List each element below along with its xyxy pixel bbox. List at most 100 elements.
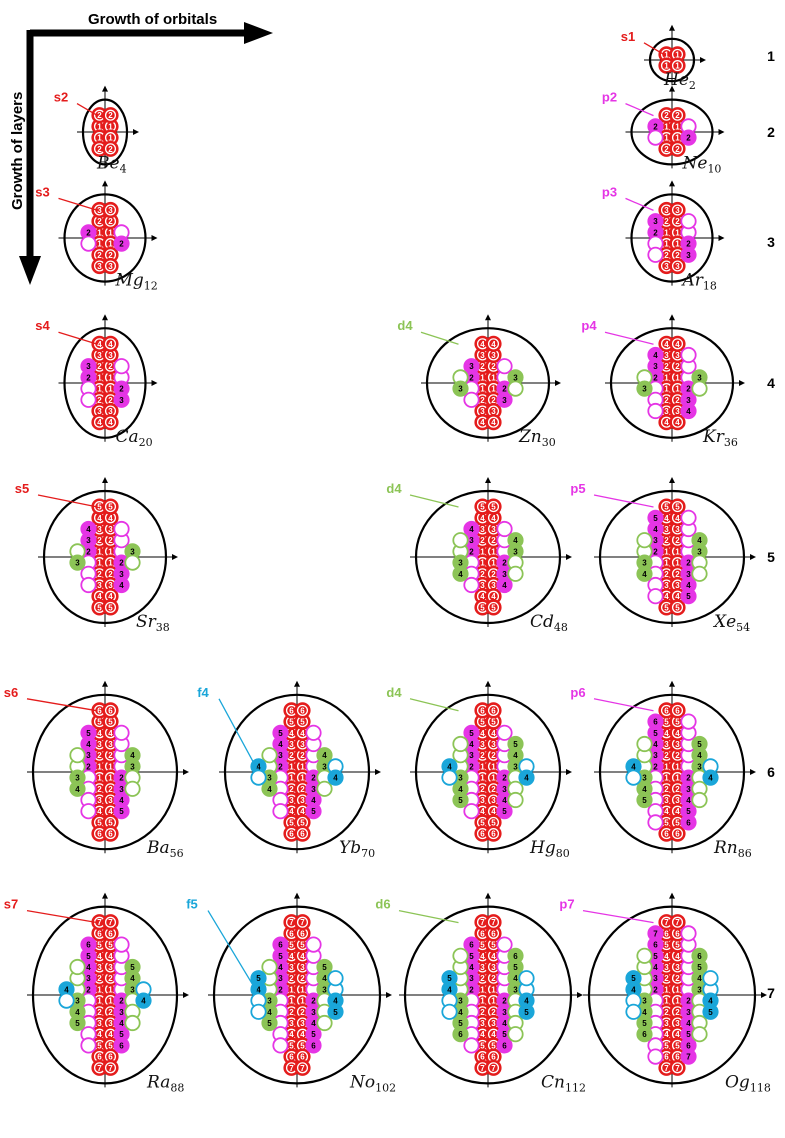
orbital-number: 6 [502,1041,507,1050]
orbital-number: 3 [108,581,113,590]
orbital-number: 2 [675,974,680,983]
orbital-number: 4 [686,796,691,805]
orbital-number: 6 [664,929,669,938]
orbital-number: 4 [458,570,463,579]
orbital-d [452,532,469,549]
orbital-d [452,947,469,964]
orbital-number: 6 [491,830,496,839]
orbital-number: 5 [289,718,294,727]
orbital-p [647,925,664,942]
orbital-number: 3 [664,963,669,972]
label-leader [409,698,459,712]
orbital-ring [104,916,117,928]
orbital-number: 1 [675,62,680,71]
orbital-ring [487,1062,500,1074]
orbital-p [680,402,697,420]
element-symbol: Ra88 [146,1072,184,1094]
orbital-number: 4 [664,729,669,738]
orbital-number: 3 [97,740,102,749]
element-symbol-text: Yb [339,838,361,858]
orbital-number: 5 [675,503,680,512]
orbital-p [680,246,697,263]
element-symbol-text: Be [96,153,120,173]
element-symbol: Ar18 [681,271,717,293]
orbital-number: 2 [686,240,691,249]
orbital-label: f5 [186,897,198,912]
element-number: 118 [750,1081,771,1094]
orbital-number: 7 [653,929,658,938]
orbital-number: 5 [97,503,102,512]
orbital-number: 3 [653,751,658,760]
orbital-number: 1 [289,985,294,994]
orbital-ring [671,338,684,350]
orbital-number: 4 [480,807,485,816]
orbital-number: 4 [513,974,518,983]
orbital-number: 4 [697,974,702,983]
orbital-number: 6 [675,1053,680,1062]
orbital-number: 2 [108,396,113,405]
horizontal-axis-head [700,57,706,63]
orbital-number: 3 [108,1019,113,1028]
orbital-number: 1 [664,385,669,394]
orbital-d [124,780,141,797]
orbital-number: 3 [697,547,702,556]
orbital-number: 4 [664,418,669,427]
orbital-number: 3 [697,762,702,771]
orbital-number: 2 [675,251,680,260]
orbital-number: 4 [322,751,327,760]
orbital-number: 2 [289,974,294,983]
orbital-number: 4 [491,340,496,349]
orbital-number: 2 [675,751,680,760]
element-symbol: Cd48 [530,612,568,634]
orbital-number: 4 [502,1019,507,1028]
orbital-number: 4 [653,525,658,534]
orbital-number: 2 [491,974,496,983]
orbital-number: 2 [469,762,474,771]
orbital-f [250,1003,267,1020]
orbital-p [80,235,97,252]
orbital-d [261,747,278,764]
orbital-number: 2 [108,974,113,983]
orbital-p [647,402,664,420]
orbital-number: 2 [97,751,102,760]
orbital-number: 5 [697,963,702,972]
orbital-number: 4 [491,952,496,961]
orbital-number: 4 [130,751,135,760]
element-symbol: Zn30 [518,427,556,449]
orbital-number: 4 [675,514,680,523]
orbital-f [441,1003,458,1020]
orbital-number: 2 [675,570,680,579]
orbital-number: 4 [119,1019,124,1028]
orbital-label: s4 [35,318,50,333]
orbital-number: 1 [664,774,669,783]
orbital-number: 1 [97,997,102,1006]
orbital-number: 6 [675,706,680,715]
element-symbol-text: Cn [541,1072,565,1092]
vertical-axis-head [669,314,675,321]
orbital-d [261,780,278,797]
orbital-number: 3 [480,1019,485,1028]
orbital-p [80,520,97,538]
orbital-number: 3 [108,963,113,972]
orbital-number: 1 [675,762,680,771]
orbital-number: 1 [108,240,113,249]
orbital-f [702,769,719,786]
orbital-number: 3 [491,525,496,534]
orbital-p [113,724,130,741]
orbital-number: 4 [119,581,124,590]
element-number: 48 [554,621,568,634]
orbital-number: 4 [513,536,518,545]
orbital-number: 4 [675,807,680,816]
orbital-number: 5 [458,1019,463,1028]
vertical-axis-head [102,180,108,187]
orbital-number: 4 [447,762,452,771]
orbital-number: 4 [278,963,283,972]
orbital-number: 5 [458,796,463,805]
orbital-number: 3 [480,525,485,534]
row-numbers: 1 2 3 4 5 6 7 [767,48,775,1001]
orbital-number: 3 [502,785,507,794]
orbital-number: 3 [686,570,691,579]
orbital-number: 6 [108,706,113,715]
